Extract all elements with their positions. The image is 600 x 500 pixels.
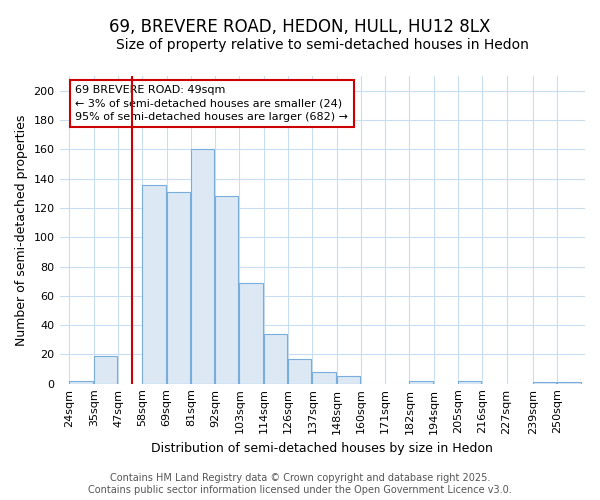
Text: 69 BREVERE ROAD: 49sqm
← 3% of semi-detached houses are smaller (24)
95% of semi: 69 BREVERE ROAD: 49sqm ← 3% of semi-deta… xyxy=(76,86,349,122)
Bar xyxy=(557,382,581,384)
Bar xyxy=(215,196,238,384)
Text: 69, BREVERE ROAD, HEDON, HULL, HU12 8LX: 69, BREVERE ROAD, HEDON, HULL, HU12 8LX xyxy=(109,18,491,36)
Bar xyxy=(191,150,214,384)
Bar xyxy=(264,334,287,384)
Bar xyxy=(458,381,481,384)
Bar xyxy=(533,382,556,384)
X-axis label: Distribution of semi-detached houses by size in Hedon: Distribution of semi-detached houses by … xyxy=(151,442,493,455)
Bar xyxy=(239,282,263,384)
Bar xyxy=(167,192,190,384)
Bar xyxy=(94,356,117,384)
Bar xyxy=(288,359,311,384)
Bar xyxy=(70,381,92,384)
Text: Contains HM Land Registry data © Crown copyright and database right 2025.
Contai: Contains HM Land Registry data © Crown c… xyxy=(88,474,512,495)
Bar xyxy=(409,381,433,384)
Y-axis label: Number of semi-detached properties: Number of semi-detached properties xyxy=(15,114,28,346)
Bar xyxy=(313,372,335,384)
Bar xyxy=(337,376,360,384)
Title: Size of property relative to semi-detached houses in Hedon: Size of property relative to semi-detach… xyxy=(116,38,529,52)
Bar xyxy=(142,184,166,384)
